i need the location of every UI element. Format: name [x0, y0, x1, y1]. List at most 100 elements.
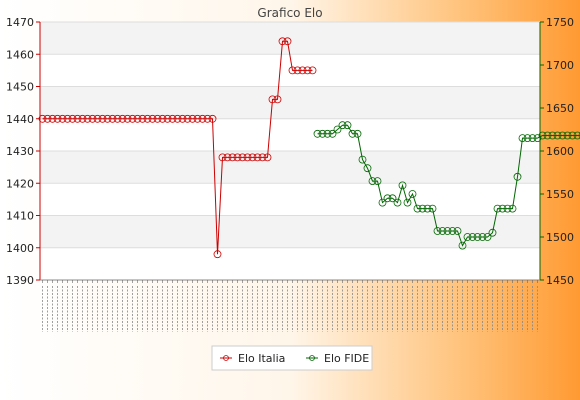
data-point-elo-fide [493, 204, 502, 213]
data-point-elo-italia [93, 114, 102, 123]
data-point-elo-fide [393, 198, 402, 207]
data-point-elo-fide [388, 194, 397, 203]
data-point-elo-fide [328, 129, 337, 138]
data-point-elo-fide [373, 177, 382, 186]
data-point-elo-fide [353, 129, 362, 138]
data-point-elo-fide [533, 134, 542, 143]
data-point-elo-fide [473, 233, 482, 241]
data-point-elo-italia [173, 114, 182, 123]
data-point-elo-italia [98, 114, 107, 123]
data-point-elo-fide [418, 204, 427, 213]
data-point-elo-italia [128, 114, 137, 123]
data-point-elo-italia [58, 114, 67, 123]
data-point-elo-italia [113, 114, 122, 123]
data-point-elo-fide [503, 204, 512, 213]
y-right-tick-label: 1450 [546, 274, 574, 287]
data-point-elo-italia [88, 114, 97, 123]
data-point-elo-fide [458, 241, 467, 250]
y-right-tick-label: 1700 [546, 59, 574, 72]
data-point-elo-fide [478, 233, 487, 241]
grid-band [40, 54, 540, 87]
data-point-elo-italia [223, 153, 232, 162]
data-point-elo-italia [193, 114, 202, 123]
y-right-tick-label: 1500 [546, 231, 574, 244]
data-point-elo-fide [378, 198, 387, 207]
data-point-elo-fide [428, 204, 437, 213]
data-point-elo-fide [313, 129, 322, 138]
data-point-elo-fide [463, 233, 472, 241]
data-point-elo-italia [243, 153, 252, 162]
y-left-tick-label: 1400 [6, 242, 34, 255]
data-point-elo-italia [68, 114, 77, 123]
data-point-elo-fide [468, 233, 477, 241]
data-point-elo-fide [553, 131, 562, 140]
data-point-elo-italia [38, 114, 47, 123]
data-point-elo-fide [488, 228, 497, 237]
data-point-elo-fide [543, 131, 552, 140]
data-point-elo-italia [263, 153, 272, 162]
data-point-elo-italia [273, 95, 282, 104]
data-point-elo-italia [253, 153, 262, 162]
data-point-elo-italia [258, 153, 267, 162]
data-point-elo-italia [303, 66, 312, 75]
data-point-elo-fide [528, 134, 537, 143]
data-point-elo-fide [413, 204, 422, 213]
data-point-elo-fide [518, 134, 527, 143]
data-point-elo-italia [283, 37, 292, 46]
data-point-elo-fide [363, 164, 372, 173]
data-point-elo-fide [498, 204, 507, 213]
data-point-elo-italia [53, 114, 62, 123]
y-left-tick-label: 1390 [6, 274, 34, 287]
data-point-elo-fide [483, 233, 492, 241]
legend-swatch-marker-elo-fide [309, 355, 315, 361]
y-left-tick-label: 1420 [6, 177, 34, 190]
grid-band [40, 22, 540, 55]
data-point-elo-italia [233, 153, 242, 162]
data-point-elo-fide [508, 204, 517, 213]
legend-swatch-marker-elo-italia [223, 355, 229, 361]
data-point-elo-fide [318, 129, 327, 138]
data-point-elo-italia [118, 114, 127, 123]
data-point-elo-italia [188, 114, 197, 123]
data-point-elo-fide [398, 181, 407, 190]
data-point-elo-italia [208, 114, 217, 123]
data-point-elo-italia [108, 114, 117, 123]
data-point-elo-italia [298, 66, 307, 75]
data-point-elo-italia [238, 153, 247, 162]
data-point-elo-italia [308, 66, 317, 75]
y-left-tick-label: 1410 [6, 210, 34, 223]
data-point-elo-fide [358, 155, 367, 164]
data-point-elo-italia [278, 37, 287, 46]
chart-title: Grafico Elo [257, 6, 322, 20]
data-point-elo-italia [83, 114, 92, 123]
data-point-elo-fide [443, 227, 452, 235]
data-point-elo-fide [433, 227, 442, 235]
y-right-tick-label: 1550 [546, 188, 574, 201]
data-point-elo-italia [78, 114, 87, 123]
data-point-elo-fide [368, 177, 377, 186]
data-point-elo-italia [123, 114, 132, 123]
data-point-elo-fide [333, 125, 342, 134]
legend-label-elo-italia: Elo Italia [238, 352, 285, 365]
data-point-elo-fide [578, 132, 580, 139]
data-point-elo-fide [573, 131, 580, 140]
data-point-elo-italia [73, 114, 82, 123]
data-point-elo-italia [133, 114, 142, 123]
data-point-elo-italia [103, 114, 112, 123]
y-right-tick-label: 1650 [546, 102, 574, 115]
series-line-elo-fide [317, 124, 580, 247]
grid-band [40, 183, 540, 216]
grid-band [40, 151, 540, 184]
data-point-elo-italia [153, 114, 162, 123]
legend-box [211, 345, 373, 371]
data-point-elo-italia [218, 153, 227, 162]
y-left-tick-label: 1470 [6, 16, 34, 29]
data-point-elo-italia [198, 114, 207, 123]
data-point-elo-italia [168, 114, 177, 123]
data-point-elo-fide [403, 198, 412, 207]
grid-band [40, 118, 540, 151]
data-point-elo-fide [438, 227, 447, 235]
grid-band [40, 215, 540, 248]
